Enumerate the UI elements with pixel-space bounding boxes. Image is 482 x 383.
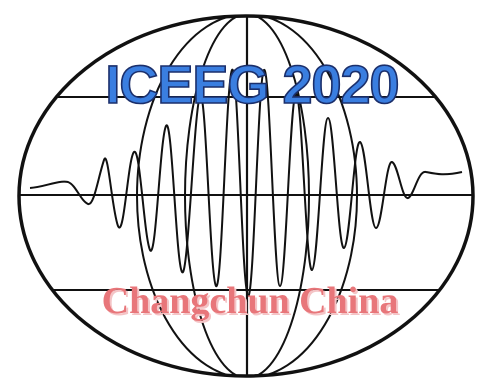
meridian-curve [184,16,310,376]
logo-subtitle-shadow: Changchun China [104,282,401,324]
meridian-curve [136,16,358,376]
globe-outline [17,14,475,378]
seismic-waveform [29,68,463,298]
globe-grid [19,16,473,376]
logo-title: ICEEG 2020 [105,55,398,115]
logo-subtitle: Changchun China [102,280,399,322]
